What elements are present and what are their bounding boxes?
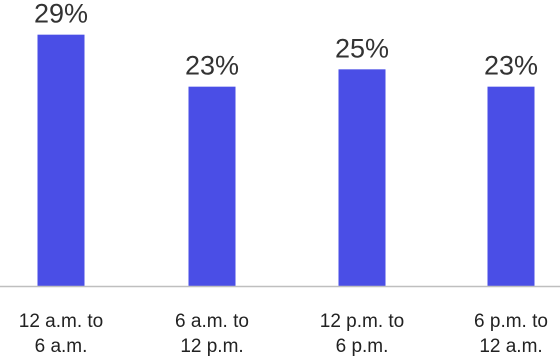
data-label-3: 25% bbox=[335, 33, 389, 63]
x-tick-label-line: 12 p.m. to bbox=[320, 311, 405, 332]
bars-layer bbox=[37, 34, 535, 287]
data-label-4: 23% bbox=[484, 51, 538, 81]
x-tick-label-1: 12 a.m. to 6 a.m. bbox=[19, 311, 104, 357]
x-tick-labels-layer: 12 a.m. to 6 a.m. 6 a.m. to 12 p.m. 12 p.m. … bbox=[19, 311, 548, 357]
x-tick-label-line: 6 a.m. bbox=[35, 336, 88, 357]
x-tick-label-4: 6 p.m. to 12 a.m. bbox=[474, 311, 548, 357]
bar-3 bbox=[338, 69, 386, 286]
bar-4 bbox=[487, 86, 535, 287]
x-tick-label-line: 12 p.m. bbox=[180, 336, 243, 357]
x-tick-label-line: 6 p.m. to bbox=[474, 311, 548, 332]
x-tick-label-2: 6 a.m. to 12 p.m. bbox=[175, 311, 249, 357]
x-tick-label-line: 12 a.m. bbox=[479, 336, 542, 357]
x-tick-label-line: 12 a.m. to bbox=[19, 311, 104, 332]
bar-1 bbox=[37, 34, 85, 286]
bar-2 bbox=[188, 86, 236, 287]
data-labels-layer: 29% 23% 25% 23% bbox=[34, 0, 538, 81]
x-tick-label-3: 12 p.m. to 6 p.m. bbox=[320, 311, 405, 357]
data-label-1: 29% bbox=[34, 0, 88, 29]
data-label-2: 23% bbox=[185, 51, 239, 81]
x-tick-label-line: 6 p.m. bbox=[336, 336, 389, 357]
x-tick-label-line: 6 a.m. to bbox=[175, 311, 249, 332]
